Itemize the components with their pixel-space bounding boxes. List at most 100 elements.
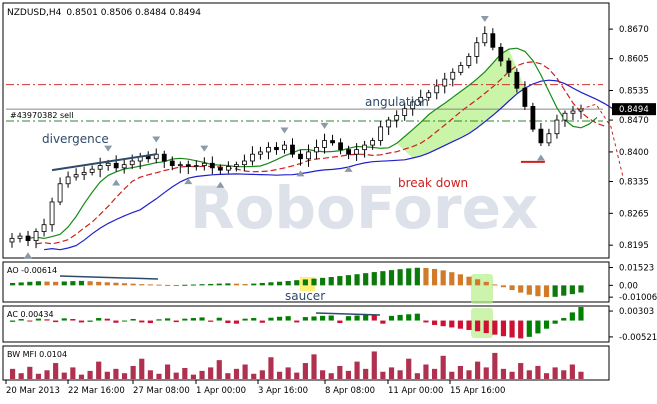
indicator-bar xyxy=(526,320,532,337)
candle-body xyxy=(378,126,384,141)
indicator-bar xyxy=(509,320,515,338)
indicator-bar xyxy=(190,284,197,286)
indicator-bar xyxy=(311,316,317,321)
indicator-bar xyxy=(156,284,162,286)
indicator-bar xyxy=(242,284,248,286)
indicator-bar xyxy=(406,314,412,321)
candle-body xyxy=(490,33,496,48)
fractal-down-marker xyxy=(24,252,33,259)
candle-body xyxy=(161,153,167,162)
price-tick-label: 0.8535 xyxy=(619,87,649,97)
candle-body xyxy=(113,162,119,169)
indicator-bar xyxy=(578,285,584,293)
candle-body xyxy=(145,156,151,160)
candle-body xyxy=(9,237,15,243)
candle-body xyxy=(442,78,448,87)
indicator-bar xyxy=(199,284,205,286)
indicator-bar xyxy=(466,320,472,330)
indicator-tick-label: -0.00521 xyxy=(619,333,657,343)
indicator-bar xyxy=(285,316,291,321)
indicator-bar xyxy=(251,373,257,379)
indicator-bar xyxy=(242,364,248,379)
ac-divergence-line xyxy=(315,312,381,316)
time-tick-label: 8 Apr 08:00 xyxy=(325,386,375,396)
indicator-bar xyxy=(121,373,128,379)
indicator-bar xyxy=(130,318,136,321)
indicator-bar xyxy=(251,283,257,286)
candle-body xyxy=(482,33,488,44)
indicator-bar xyxy=(483,281,489,286)
indicator-bar xyxy=(35,373,42,379)
indicator-bar xyxy=(96,281,102,286)
indicator-bar xyxy=(173,320,179,323)
indicator-bar xyxy=(78,374,85,379)
indicator-bar xyxy=(139,284,145,286)
candle-body xyxy=(434,85,440,94)
indicator-bar xyxy=(535,285,541,297)
angulation-label: angulation xyxy=(365,95,429,109)
indicator-bar xyxy=(78,280,85,286)
indicator-bar xyxy=(543,320,550,329)
indicator-bar xyxy=(233,283,240,286)
indicator-bar xyxy=(328,277,334,286)
candle-body xyxy=(562,112,568,121)
candle-body xyxy=(370,140,376,146)
fractal-up-marker xyxy=(104,145,113,152)
indicator-bar xyxy=(388,270,395,286)
candle-body xyxy=(121,164,127,169)
indicator-bar xyxy=(165,318,171,321)
candle-body xyxy=(410,101,416,110)
indicator-bar xyxy=(225,320,231,324)
indicator-bar xyxy=(87,370,93,379)
indicator-bar xyxy=(578,307,584,321)
indicator-bar xyxy=(190,374,197,379)
indicator-bar xyxy=(466,276,472,286)
time-tick-label: 1 Apr 00:00 xyxy=(196,386,246,396)
candle-body xyxy=(201,162,207,166)
time-tick-label: 22 Mar 16:00 xyxy=(68,386,125,396)
indicator-bar xyxy=(302,363,308,379)
indicator-bar xyxy=(199,317,205,321)
indicator-bar xyxy=(302,279,308,286)
indicator-bar xyxy=(457,320,463,329)
candle-body xyxy=(362,144,368,151)
mfi-pane: BW MFI 0.0104 xyxy=(2,345,610,381)
indicator-bar xyxy=(173,372,179,379)
indicator-bar xyxy=(328,315,334,321)
indicator-bar xyxy=(561,318,567,321)
fractal-down-marker xyxy=(344,165,353,172)
indicator-bar xyxy=(61,318,67,321)
watermark: RoboForex xyxy=(190,174,538,242)
candle-body xyxy=(578,108,584,112)
candle-body xyxy=(274,146,279,151)
indicator-bar xyxy=(552,320,558,324)
time-axis: 20 Mar 2013 22 Mar 16:00 27 Mar 08:00 1 Apr… xyxy=(5,380,505,396)
price-pane-frame xyxy=(2,2,610,259)
indicator-bar xyxy=(139,320,145,323)
candles xyxy=(9,26,584,249)
indicator-bar xyxy=(354,315,360,321)
indicator-bar xyxy=(156,373,162,379)
fractal-up-marker xyxy=(152,136,161,143)
indicator-bar xyxy=(371,315,377,321)
indicator-bar xyxy=(311,354,317,379)
candle-body xyxy=(514,71,520,89)
time-tick-label: 27 Mar 08:00 xyxy=(133,386,190,396)
indicator-bar xyxy=(199,370,205,379)
indicator-bar xyxy=(397,370,403,379)
indicator-bar xyxy=(423,320,429,323)
indicator-bar xyxy=(302,317,308,321)
indicator-bar xyxy=(165,364,171,379)
indicator-bar xyxy=(276,281,283,286)
candle-body xyxy=(522,87,528,107)
indicator-bar xyxy=(475,320,481,332)
time-tick-label: 11 Apr 00:00 xyxy=(388,386,443,396)
time-tick-label: 15 Apr 16:00 xyxy=(450,386,505,396)
fractal-down-marker xyxy=(112,179,121,186)
indicator-bar xyxy=(518,363,524,379)
indicator-bar xyxy=(216,360,222,379)
fractal-up-marker xyxy=(320,122,329,129)
indicator-bar xyxy=(320,370,326,379)
